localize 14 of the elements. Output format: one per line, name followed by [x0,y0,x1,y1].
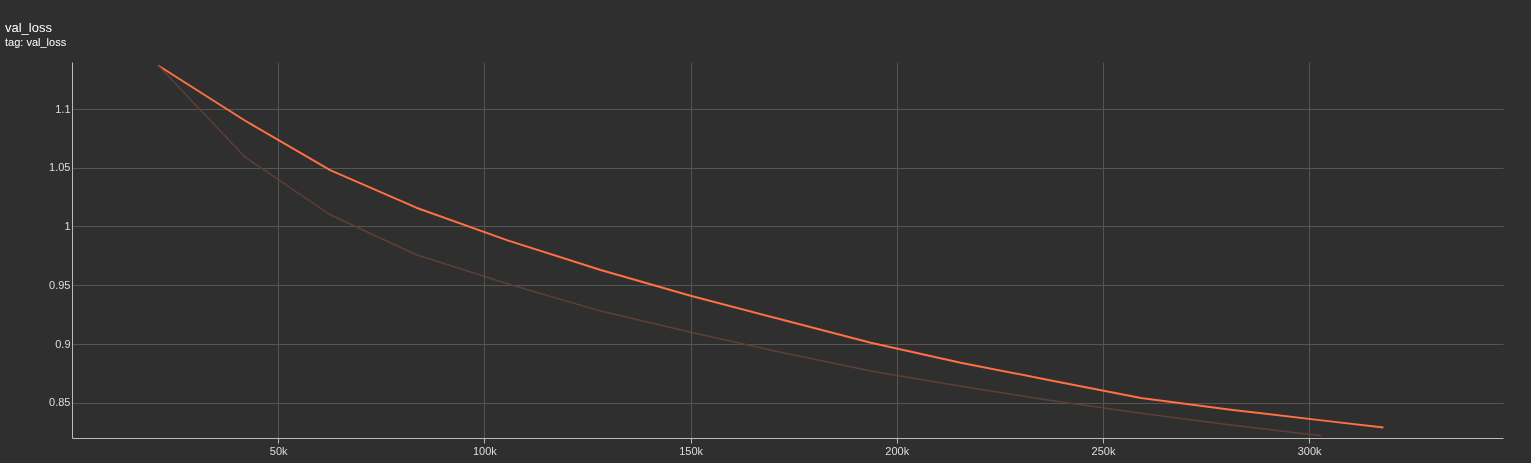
x-tick-label: 200k [885,444,910,457]
y-tick-label: 1.1 [55,102,71,115]
y-tick-label: 1.05 [49,161,71,174]
x-tick-label: 300k [1297,444,1323,457]
chart-subtitle: tag: val_loss [5,36,67,48]
chart-title: val_loss [5,20,53,35]
y-tick-label: 0.9 [55,337,71,350]
x-tick-label: 250k [1091,444,1116,457]
y-tick-label: 0.85 [49,396,71,409]
x-tick-label: 100k [472,444,498,457]
y-tick-label: 0.95 [49,278,71,291]
x-tick-label: 50k [269,444,289,457]
x-tick-label: 150k [679,444,704,457]
y-tick-label: 1 [64,220,71,232]
